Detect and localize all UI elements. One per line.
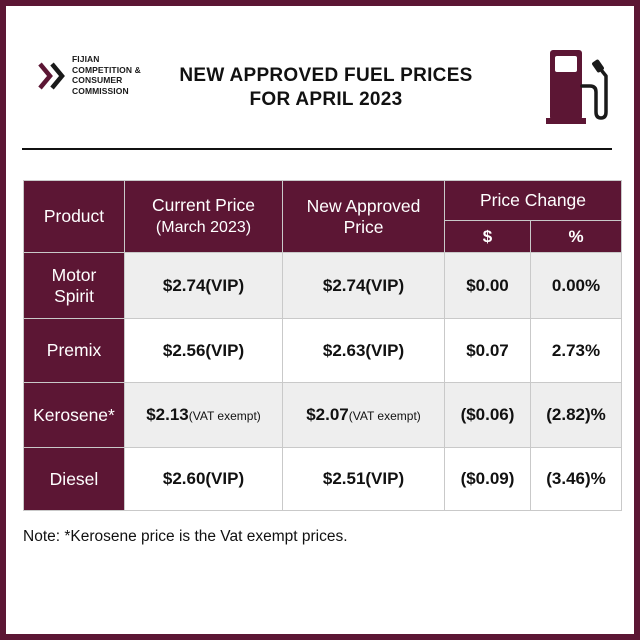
- logo-line-2: COMPETITION &: [72, 64, 141, 75]
- change-percent-cell: (2.82)%: [529, 382, 623, 448]
- header-price-change: Price Change: [443, 180, 623, 221]
- commission-logo: FIJIAN COMPETITION & CONSUMER COMMISSION: [36, 54, 146, 104]
- logo-line-4: COMMISSION: [72, 85, 129, 96]
- table-row: Diesel $2.60(VIP) $2.51(VIP) ($0.09) (3.…: [23, 447, 623, 511]
- fuel-prices-table: Product Current Price (March 2023) New A…: [23, 180, 623, 511]
- change-percent-cell: (3.46)%: [529, 447, 623, 511]
- table-row: Motor Spirit $2.74(VIP) $2.74(VIP) $0.00…: [23, 252, 623, 319]
- product-cell: Premix: [23, 318, 125, 383]
- change-percent-cell: 0.00%: [529, 252, 623, 319]
- header-change-dollar: $: [444, 220, 531, 253]
- change-percent-cell: 2.73%: [529, 318, 623, 383]
- logo-line-3: CONSUMER: [72, 75, 123, 85]
- new-price-cell: $2.63(VIP): [282, 318, 445, 383]
- product-cell: Motor Spirit: [23, 252, 125, 319]
- change-dollar-cell: ($0.06): [444, 382, 531, 448]
- logo-wordmark: FIJIAN COMPETITION & CONSUMER COMMISSION: [72, 54, 141, 96]
- header-divider: [22, 148, 612, 150]
- header-product: Product: [23, 180, 125, 253]
- logo-line-1: FIJIAN: [72, 54, 100, 64]
- product-cell: Kerosene*: [23, 382, 125, 448]
- change-dollar-cell: ($0.09): [444, 447, 531, 511]
- change-dollar-cell: $0.00: [444, 252, 531, 319]
- table-row: Premix $2.56(VIP) $2.63(VIP) $0.07 2.73%: [23, 318, 623, 383]
- table-row: Kerosene* $2.13(VAT exempt) $2.07(VAT ex…: [23, 382, 623, 448]
- change-dollar-cell: $0.07: [444, 318, 531, 383]
- footnote: Note: *Kerosene price is the Vat exempt …: [23, 528, 348, 545]
- current-price-cell: $2.13(VAT exempt): [124, 382, 283, 448]
- header-change-percent: %: [529, 220, 623, 253]
- current-price-cell: $2.56(VIP): [124, 318, 283, 383]
- new-price-cell: $2.51(VIP): [282, 447, 445, 511]
- new-price-cell: $2.07(VAT exempt): [282, 382, 445, 448]
- product-cell: Diesel: [23, 447, 125, 511]
- poster: FIJIAN COMPETITION & CONSUMER COMMISSION…: [6, 6, 634, 634]
- chevrons-icon: [38, 62, 65, 90]
- page-title: NEW APPROVED FUEL PRICES FOR APRIL 2023: [146, 64, 506, 112]
- current-price-cell: $2.74(VIP): [124, 252, 283, 319]
- new-price-cell: $2.74(VIP): [282, 252, 445, 319]
- current-price-cell: $2.60(VIP): [124, 447, 283, 511]
- title-line-2: FOR APRIL 2023: [249, 89, 403, 110]
- header-current-price: Current Price (March 2023): [124, 180, 283, 253]
- header-new-price: New Approved Price: [282, 180, 445, 253]
- fuel-pump-icon: [546, 50, 608, 124]
- title-line-1: NEW APPROVED FUEL PRICES: [179, 65, 473, 86]
